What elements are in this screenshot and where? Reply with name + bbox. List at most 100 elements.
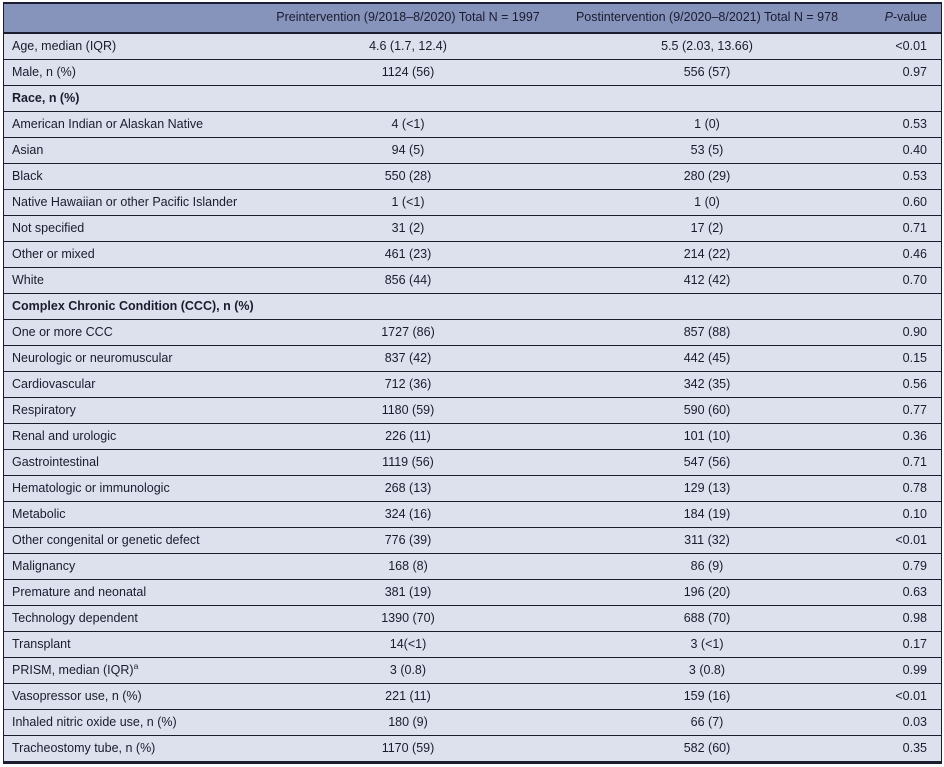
post-value: 184 (19) xyxy=(565,501,849,528)
post-value: 547 (56) xyxy=(565,449,849,476)
table-row: Other congenital or genetic defect 776 (3… xyxy=(3,527,942,554)
pre-value: 776 (39) xyxy=(250,527,566,554)
row-label: Vasopressor use, n (%) xyxy=(3,683,251,710)
post-value: 280 (29) xyxy=(565,163,849,190)
post-value: 1 (0) xyxy=(565,111,849,138)
table-row: Hematologic or immunologic 268 (13) 129 (1… xyxy=(3,475,942,502)
col-header-pvalue: P-value xyxy=(848,2,942,34)
post-value: 442 (45) xyxy=(565,345,849,372)
post-value: 688 (70) xyxy=(565,605,849,632)
header-row: Preintervention (9/2018–8/2020) Total N … xyxy=(3,2,942,34)
p-value: 0.71 xyxy=(848,449,942,476)
p-value: 0.63 xyxy=(848,579,942,606)
pre-value: 3 (0.8) xyxy=(250,657,566,684)
table-row: One or more CCC 1727 (86) 857 (88) 0.90 xyxy=(3,319,942,346)
post-value: 214 (22) xyxy=(565,241,849,268)
pre-value: 4.6 (1.7, 12.4) xyxy=(250,33,566,60)
post-value: 857 (88) xyxy=(565,319,849,346)
row-label: Neurologic or neuromuscular xyxy=(3,345,251,372)
row-label: American Indian or Alaskan Native xyxy=(3,111,251,138)
table-row: Transplant 14(<1) 3 (<1) 0.17 xyxy=(3,631,942,658)
post-value: 17 (2) xyxy=(565,215,849,242)
post-value: 53 (5) xyxy=(565,137,849,164)
table-row: Neurologic or neuromuscular 837 (42) 442 (… xyxy=(3,345,942,372)
row-label: Gastrointestinal xyxy=(3,449,251,476)
pre-value: 324 (16) xyxy=(250,501,566,528)
pre-value: 1 (<1) xyxy=(250,189,566,216)
table-row: Inhaled nitric oxide use, n (%) 180 (9) 66… xyxy=(3,709,942,736)
post-value: 86 (9) xyxy=(565,553,849,580)
row-label: Hematologic or immunologic xyxy=(3,475,251,502)
table-row: Premature and neonatal 381 (19) 196 (20) 0.… xyxy=(3,579,942,606)
p-value: 0.71 xyxy=(848,215,942,242)
p-value: <0.01 xyxy=(848,33,942,60)
row-label: Not specified xyxy=(3,215,251,242)
post-value: 66 (7) xyxy=(565,709,849,736)
p-value: 0.97 xyxy=(848,59,942,86)
pre-value: 1119 (56) xyxy=(250,449,566,476)
p-value: 0.36 xyxy=(848,423,942,450)
pre-value: 31 (2) xyxy=(250,215,566,242)
p-value: 0.17 xyxy=(848,631,942,658)
post-value: 556 (57) xyxy=(565,59,849,86)
p-value: 0.46 xyxy=(848,241,942,268)
pre-value: 14(<1) xyxy=(250,631,566,658)
post-value: 129 (13) xyxy=(565,475,849,502)
row-label: Technology dependent xyxy=(3,605,251,632)
pre-value: 221 (11) xyxy=(250,683,566,710)
post-value: 590 (60) xyxy=(565,397,849,424)
pre-value: 550 (28) xyxy=(250,163,566,190)
p-value: <0.01 xyxy=(848,527,942,554)
p-value: 0.35 xyxy=(848,735,942,764)
table-row: Metabolic 324 (16) 184 (19) 0.10 xyxy=(3,501,942,528)
post-value: 342 (35) xyxy=(565,371,849,398)
p-value: 0.99 xyxy=(848,657,942,684)
post-value: 159 (16) xyxy=(565,683,849,710)
table-row: Cardiovascular 712 (36) 342 (35) 0.56 xyxy=(3,371,942,398)
footnote-marker: a xyxy=(133,660,139,671)
table-row: Black 550 (28) 280 (29) 0.53 xyxy=(3,163,942,190)
p-value: <0.01 xyxy=(848,683,942,710)
pre-value: 94 (5) xyxy=(250,137,566,164)
post-value: 3 (<1) xyxy=(565,631,849,658)
pre-value: 180 (9) xyxy=(250,709,566,736)
table-row: Asian 94 (5) 53 (5) 0.40 xyxy=(3,137,942,164)
pvalue-italic-p: P xyxy=(884,10,893,25)
row-label: Metabolic xyxy=(3,501,251,528)
row-label: Native Hawaiian or other Pacific Islande… xyxy=(3,189,251,216)
row-label: Male, n (%) xyxy=(3,59,251,86)
demographics-table: Preintervention (9/2018–8/2020) Total N … xyxy=(3,2,942,764)
pvalue-rest: -value xyxy=(892,10,927,25)
row-label: Tracheostomy tube, n (%) xyxy=(3,735,251,764)
row-label: Transplant xyxy=(3,631,251,658)
row-label: Cardiovascular xyxy=(3,371,251,398)
row-label: One or more CCC xyxy=(3,319,251,346)
pre-value: 268 (13) xyxy=(250,475,566,502)
table-row: Other or mixed 461 (23) 214 (22) 0.46 xyxy=(3,241,942,268)
table-row: American Indian or Alaskan Native 4 (<1) 1… xyxy=(3,111,942,138)
table-row: Gastrointestinal 1119 (56) 547 (56) 0.71 xyxy=(3,449,942,476)
row-label: Malignancy xyxy=(3,553,251,580)
col-header-postintervention: Postintervention (9/2020–8/2021) Total N… xyxy=(565,2,849,34)
p-value: 0.79 xyxy=(848,553,942,580)
p-value: 0.90 xyxy=(848,319,942,346)
table-row: Respiratory 1180 (59) 590 (60) 0.77 xyxy=(3,397,942,424)
p-value: 0.15 xyxy=(848,345,942,372)
p-value: 0.40 xyxy=(848,137,942,164)
pre-value: 381 (19) xyxy=(250,579,566,606)
table-row: Technology dependent 1390 (70) 688 (70) 0.9… xyxy=(3,605,942,632)
post-value: 582 (60) xyxy=(565,735,849,764)
row-label: Premature and neonatal xyxy=(3,579,251,606)
p-value: 0.10 xyxy=(848,501,942,528)
p-value: 0.03 xyxy=(848,709,942,736)
pre-value: 168 (8) xyxy=(250,553,566,580)
section-label: Complex Chronic Condition (CCC), n (%) xyxy=(3,293,942,320)
col-header-empty xyxy=(3,2,251,34)
post-value: 311 (32) xyxy=(565,527,849,554)
table-row: Vasopressor use, n (%) 221 (11) 159 (16) <0… xyxy=(3,683,942,710)
row-label: Asian xyxy=(3,137,251,164)
row-label: Other congenital or genetic defect xyxy=(3,527,251,554)
pre-value: 1124 (56) xyxy=(250,59,566,86)
row-label: Age, median (IQR) xyxy=(3,33,251,60)
row-label: White xyxy=(3,267,251,294)
